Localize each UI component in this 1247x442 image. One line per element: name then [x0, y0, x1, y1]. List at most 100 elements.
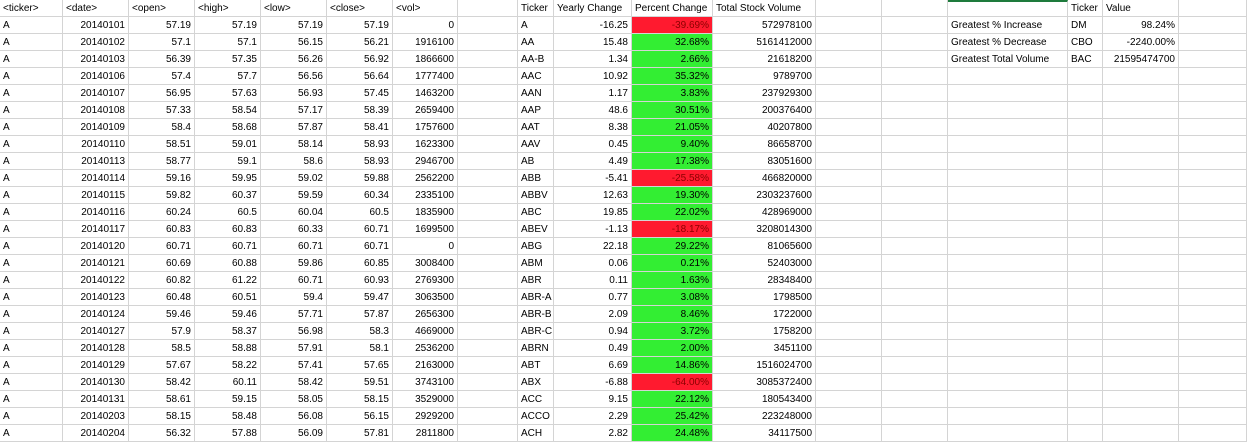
summary-volume-cell[interactable]: 81065600	[713, 238, 816, 255]
empty-cell[interactable]	[1068, 425, 1103, 442]
greatest-value-cell[interactable]: -2240.00%	[1103, 34, 1179, 51]
empty-cell[interactable]	[948, 102, 1068, 119]
empty-cell[interactable]	[1068, 323, 1103, 340]
empty-cell[interactable]	[458, 255, 518, 272]
empty-cell[interactable]	[882, 68, 948, 85]
summary-header-cell[interactable]: Percent Change	[632, 0, 713, 17]
summary-ticker-cell[interactable]: AB	[518, 153, 554, 170]
raw-data-cell[interactable]: 1777400	[393, 68, 458, 85]
summary-volume-cell[interactable]: 200376400	[713, 102, 816, 119]
empty-cell[interactable]	[1068, 306, 1103, 323]
summary-ticker-cell[interactable]: AA-B	[518, 51, 554, 68]
empty-cell[interactable]	[458, 289, 518, 306]
summary-yearly-change-cell[interactable]: -1.13	[554, 221, 632, 238]
raw-data-cell[interactable]: 59.82	[129, 187, 195, 204]
summary-yearly-change-cell[interactable]: 0.45	[554, 136, 632, 153]
raw-data-cell[interactable]: 60.71	[261, 272, 327, 289]
empty-cell[interactable]	[948, 425, 1068, 442]
empty-cell[interactable]	[458, 221, 518, 238]
summary-ticker-cell[interactable]: ABX	[518, 374, 554, 391]
empty-cell[interactable]	[1103, 85, 1179, 102]
empty-cell[interactable]	[948, 68, 1068, 85]
raw-data-cell[interactable]: 57.67	[129, 357, 195, 374]
raw-data-cell[interactable]: 57.45	[327, 85, 393, 102]
empty-cell[interactable]	[458, 272, 518, 289]
summary-yearly-change-cell[interactable]: 10.92	[554, 68, 632, 85]
summary-yearly-change-cell[interactable]: 0.77	[554, 289, 632, 306]
raw-data-cell[interactable]: 60.24	[129, 204, 195, 221]
raw-data-cell[interactable]: 58.1	[327, 340, 393, 357]
empty-cell[interactable]	[1103, 119, 1179, 136]
empty-cell[interactable]	[1103, 187, 1179, 204]
empty-cell[interactable]	[882, 119, 948, 136]
empty-cell[interactable]	[816, 221, 882, 238]
empty-cell[interactable]	[816, 136, 882, 153]
raw-data-cell[interactable]: A	[0, 323, 63, 340]
empty-cell[interactable]	[882, 221, 948, 238]
raw-data-cell[interactable]: 58.14	[261, 136, 327, 153]
summary-ticker-cell[interactable]: ABB	[518, 170, 554, 187]
summary-volume-cell[interactable]: 21618200	[713, 51, 816, 68]
summary-yearly-change-cell[interactable]: 2.09	[554, 306, 632, 323]
empty-cell[interactable]	[948, 85, 1068, 102]
summary-volume-cell[interactable]: 466820000	[713, 170, 816, 187]
empty-cell[interactable]	[1179, 425, 1247, 442]
greatest-label-cell[interactable]: Greatest Total Volume	[948, 51, 1068, 68]
empty-cell[interactable]	[882, 408, 948, 425]
empty-cell[interactable]	[1103, 357, 1179, 374]
empty-cell[interactable]	[816, 340, 882, 357]
empty-cell[interactable]	[1068, 102, 1103, 119]
raw-data-cell[interactable]: 58.4	[129, 119, 195, 136]
empty-cell[interactable]	[816, 391, 882, 408]
raw-data-cell[interactable]: 61.22	[195, 272, 261, 289]
raw-data-cell[interactable]: 57.7	[195, 68, 261, 85]
empty-cell[interactable]	[948, 374, 1068, 391]
summary-header-cell[interactable]: Ticker	[518, 0, 554, 17]
summary-volume-cell[interactable]: 3208014300	[713, 221, 816, 238]
summary-yearly-change-cell[interactable]: 8.38	[554, 119, 632, 136]
summary-percent-change-cell[interactable]: 9.40%	[632, 136, 713, 153]
raw-data-cell[interactable]: 60.82	[129, 272, 195, 289]
raw-data-cell[interactable]: 60.85	[327, 255, 393, 272]
raw-data-cell[interactable]: 59.51	[327, 374, 393, 391]
empty-cell[interactable]	[458, 0, 518, 17]
empty-cell[interactable]	[1103, 272, 1179, 289]
empty-cell[interactable]	[1068, 204, 1103, 221]
raw-data-cell[interactable]: A	[0, 221, 63, 238]
empty-cell[interactable]	[948, 187, 1068, 204]
empty-cell[interactable]	[1179, 34, 1247, 51]
raw-data-cell[interactable]: 2536200	[393, 340, 458, 357]
empty-cell[interactable]	[1179, 289, 1247, 306]
empty-cell[interactable]	[882, 306, 948, 323]
raw-data-cell[interactable]: 1757600	[393, 119, 458, 136]
empty-cell[interactable]	[458, 34, 518, 51]
empty-cell[interactable]	[816, 119, 882, 136]
summary-ticker-cell[interactable]: ACH	[518, 425, 554, 442]
raw-data-cell[interactable]: 57.87	[327, 306, 393, 323]
summary-percent-change-cell[interactable]: 29.22%	[632, 238, 713, 255]
raw-data-cell[interactable]: 58.42	[261, 374, 327, 391]
raw-data-cell[interactable]: 1463200	[393, 85, 458, 102]
summary-yearly-change-cell[interactable]: 19.85	[554, 204, 632, 221]
raw-data-cell[interactable]: 1623300	[393, 136, 458, 153]
empty-cell[interactable]	[458, 374, 518, 391]
empty-cell[interactable]	[458, 187, 518, 204]
raw-data-cell[interactable]: 56.95	[129, 85, 195, 102]
raw-data-cell[interactable]: 56.64	[327, 68, 393, 85]
empty-cell[interactable]	[948, 391, 1068, 408]
raw-data-cell[interactable]: 20140128	[63, 340, 129, 357]
raw-data-cell[interactable]: 20140204	[63, 425, 129, 442]
summary-yearly-change-cell[interactable]: 2.29	[554, 408, 632, 425]
raw-data-cell[interactable]: 20140116	[63, 204, 129, 221]
summary-percent-change-cell[interactable]: 35.32%	[632, 68, 713, 85]
empty-cell[interactable]	[458, 102, 518, 119]
empty-cell[interactable]	[816, 374, 882, 391]
raw-data-cell[interactable]: 58.68	[195, 119, 261, 136]
summary-ticker-cell[interactable]: ABEV	[518, 221, 554, 238]
empty-cell[interactable]	[882, 85, 948, 102]
summary-percent-change-cell[interactable]: 17.38%	[632, 153, 713, 170]
summary-volume-cell[interactable]: 428969000	[713, 204, 816, 221]
empty-cell[interactable]	[1103, 391, 1179, 408]
raw-data-cell[interactable]: 2656300	[393, 306, 458, 323]
